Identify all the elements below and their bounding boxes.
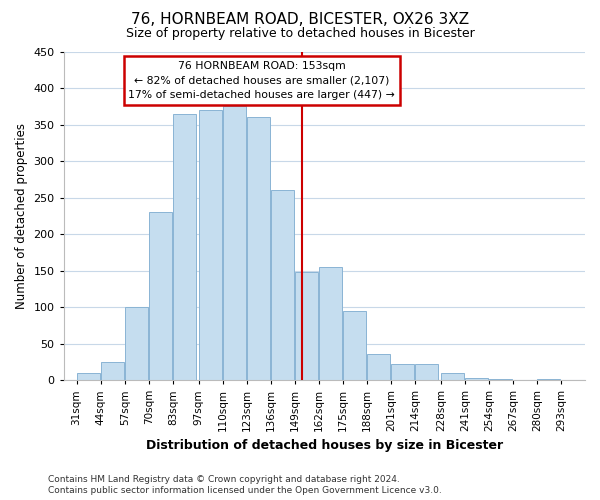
Text: 76 HORNBEAM ROAD: 153sqm
← 82% of detached houses are smaller (2,107)
17% of sem: 76 HORNBEAM ROAD: 153sqm ← 82% of detach… [128,62,395,100]
Y-axis label: Number of detached properties: Number of detached properties [15,123,28,309]
Bar [247,117,270,380]
X-axis label: Distribution of detached houses by size in Bicester: Distribution of detached houses by size … [146,440,503,452]
Bar [199,110,222,380]
Bar [77,372,100,380]
Bar [466,378,488,380]
Bar [343,310,367,380]
Bar [271,190,294,380]
Bar [125,307,148,380]
Bar [442,372,464,380]
Bar [367,354,391,380]
Bar [295,272,318,380]
Bar [391,364,415,380]
Text: 76, HORNBEAM ROAD, BICESTER, OX26 3XZ: 76, HORNBEAM ROAD, BICESTER, OX26 3XZ [131,12,469,28]
Bar [173,114,196,380]
Bar [319,267,342,380]
Text: Contains public sector information licensed under the Open Government Licence v3: Contains public sector information licen… [48,486,442,495]
Bar [415,364,439,380]
Bar [149,212,172,380]
Text: Size of property relative to detached houses in Bicester: Size of property relative to detached ho… [125,28,475,40]
Text: Contains HM Land Registry data © Crown copyright and database right 2024.: Contains HM Land Registry data © Crown c… [48,475,400,484]
Bar [223,106,246,380]
Bar [101,362,124,380]
